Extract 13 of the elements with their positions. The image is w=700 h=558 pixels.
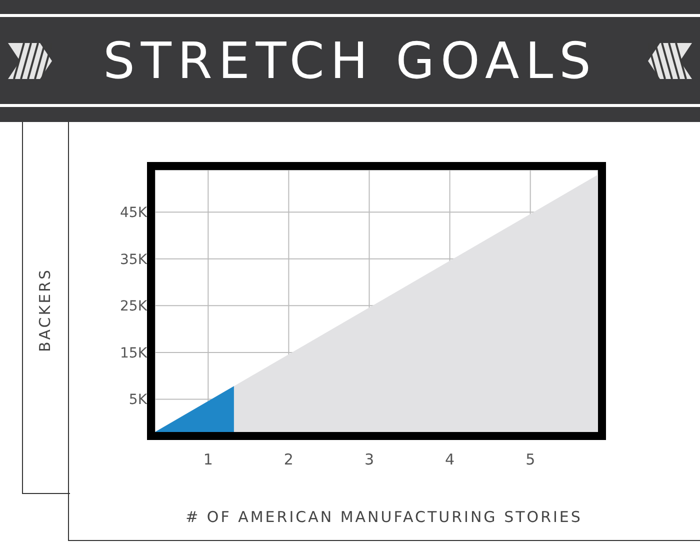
x-axis-title: # OF AMERICAN MANUFACTURING STORIES [184,508,584,526]
y-tick-label: 15K [120,345,148,362]
x-tick-label: 5 [526,450,536,469]
y-axis-title: BACKERS [36,268,54,352]
y-tick-label: 25K [120,298,148,315]
x-tick-label: 3 [364,450,374,469]
y-tick-label: 45K [120,205,148,222]
x-tick-label: 2 [284,450,294,469]
chart-title: STRETCH GOALS [102,31,598,92]
y-tick-label: 35K [120,252,148,268]
y-tick-label: 5K [128,392,148,408]
x-tick-label: 4 [445,450,455,469]
x-tick-label: 1 [203,450,213,469]
